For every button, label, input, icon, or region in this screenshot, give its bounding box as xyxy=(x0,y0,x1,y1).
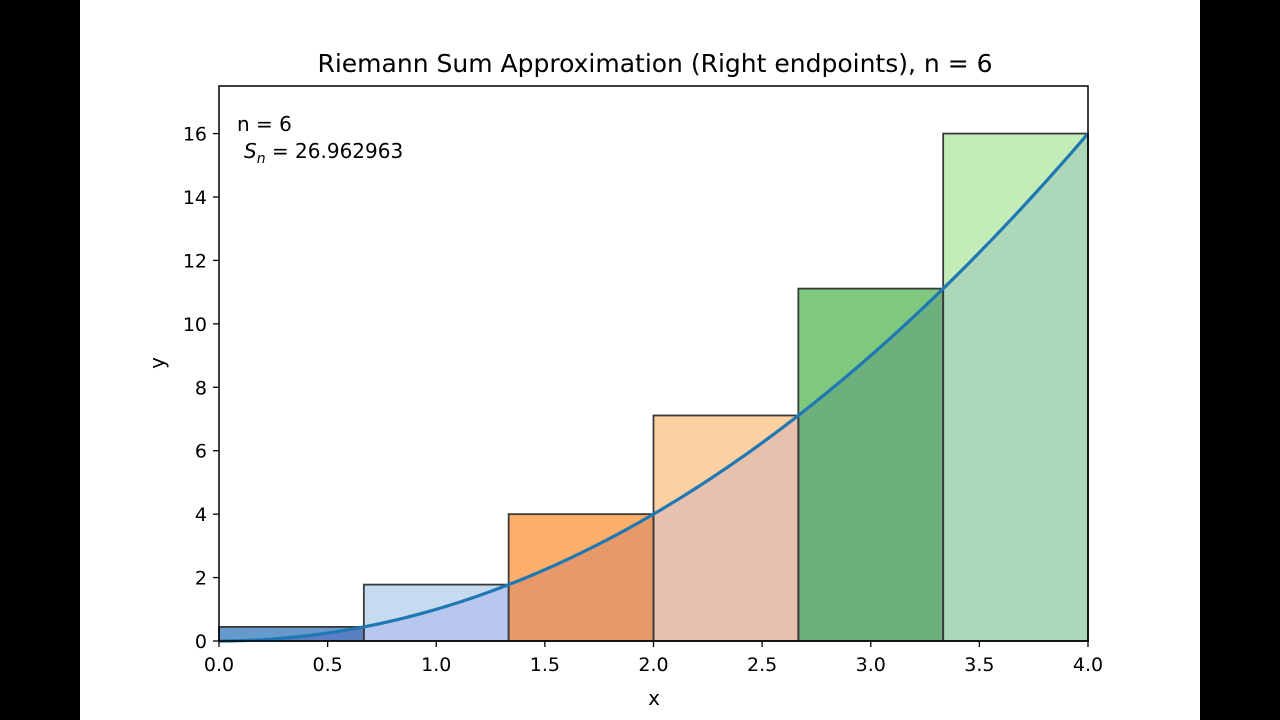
x-tick-label: 4.0 xyxy=(1073,654,1103,676)
y-tick-label: 6 xyxy=(195,441,207,463)
y-tick-label: 16 xyxy=(183,124,207,146)
y-tick-label: 4 xyxy=(195,504,207,526)
y-tick-label: 10 xyxy=(183,314,207,336)
under-curve-area-3 xyxy=(508,514,654,641)
x-ticks: 0.0 0.5 1.0 1.5 2.0 2.5 3.0 3.5 4.0 xyxy=(204,641,1103,676)
under-curve-area-4 xyxy=(653,415,799,641)
sn-subscript: n xyxy=(257,151,266,167)
function-curve xyxy=(218,132,1090,643)
sn-symbol: S xyxy=(244,139,257,163)
x-tick-label: 3.5 xyxy=(964,654,994,676)
under-curve-area-5 xyxy=(798,288,944,641)
under-curve-area-6 xyxy=(943,133,1088,642)
y-tick-label: 12 xyxy=(183,250,207,272)
y-axis-label: y xyxy=(145,357,169,369)
x-tick-label: 1.0 xyxy=(421,654,451,676)
y-ticks: 0 2 4 6 8 10 12 14 16 xyxy=(183,124,219,653)
x-axis-label: x xyxy=(648,686,660,710)
under-curve-area-1 xyxy=(219,626,364,641)
y-tick-label: 2 xyxy=(195,568,207,590)
x-tick-label: 3.0 xyxy=(856,654,886,676)
annotation-n: n = 6 xyxy=(237,112,292,136)
x-tick-label: 0.0 xyxy=(204,654,234,676)
riemann-sum-chart: Riemann Sum Approximation (Right endpoin… xyxy=(145,49,1103,710)
figure: Riemann Sum Approximation (Right endpoin… xyxy=(80,0,1200,720)
x-tick-label: 2.0 xyxy=(638,654,668,676)
sn-value: = 26.962963 xyxy=(266,139,404,163)
x-tick-label: 1.5 xyxy=(530,654,560,676)
x-tick-label: 0.5 xyxy=(313,654,343,676)
chart-title: Riemann Sum Approximation (Right endpoin… xyxy=(317,49,992,78)
x-tick-label: 2.5 xyxy=(747,654,777,676)
y-tick-label: 14 xyxy=(183,187,207,209)
annotation-sn: Sn = 26.962963 xyxy=(244,139,403,167)
y-tick-label: 0 xyxy=(195,631,207,653)
y-tick-label: 8 xyxy=(195,377,207,399)
